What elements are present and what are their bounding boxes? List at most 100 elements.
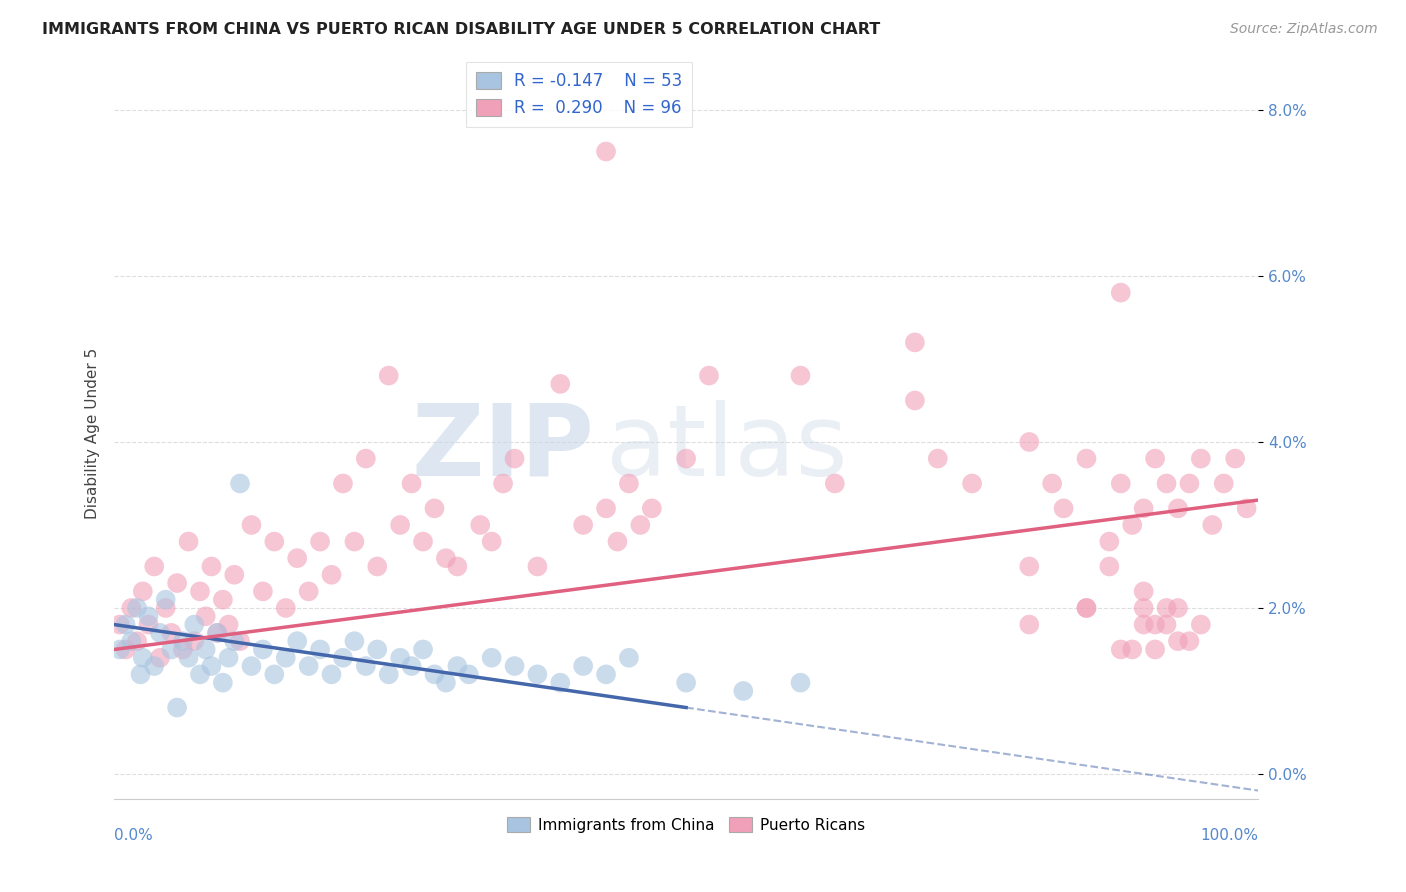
Point bbox=[697, 368, 720, 383]
Point bbox=[354, 451, 377, 466]
Point bbox=[114, 617, 136, 632]
Point bbox=[252, 584, 274, 599]
Point bbox=[1018, 617, 1040, 632]
Point bbox=[606, 534, 628, 549]
Point bbox=[205, 625, 228, 640]
Point bbox=[572, 659, 595, 673]
Point bbox=[252, 642, 274, 657]
Point bbox=[412, 642, 434, 657]
Point bbox=[1132, 501, 1154, 516]
Point bbox=[321, 567, 343, 582]
Point bbox=[1132, 617, 1154, 632]
Point bbox=[366, 642, 388, 657]
Point bbox=[298, 584, 321, 599]
Point bbox=[132, 650, 155, 665]
Point bbox=[229, 634, 252, 648]
Point bbox=[354, 659, 377, 673]
Point bbox=[617, 650, 640, 665]
Point bbox=[1178, 634, 1201, 648]
Point bbox=[1109, 476, 1132, 491]
Point bbox=[188, 667, 211, 681]
Point bbox=[366, 559, 388, 574]
Point bbox=[285, 634, 308, 648]
Legend: Immigrants from China, Puerto Ricans: Immigrants from China, Puerto Ricans bbox=[501, 811, 872, 838]
Point bbox=[177, 534, 200, 549]
Text: ZIP: ZIP bbox=[412, 400, 595, 497]
Point bbox=[457, 667, 479, 681]
Point bbox=[1189, 617, 1212, 632]
Point bbox=[446, 659, 468, 673]
Point bbox=[503, 451, 526, 466]
Point bbox=[595, 667, 617, 681]
Point bbox=[1167, 601, 1189, 615]
Point bbox=[183, 617, 205, 632]
Point bbox=[240, 659, 263, 673]
Text: IMMIGRANTS FROM CHINA VS PUERTO RICAN DISABILITY AGE UNDER 5 CORRELATION CHART: IMMIGRANTS FROM CHINA VS PUERTO RICAN DI… bbox=[42, 22, 880, 37]
Point bbox=[166, 700, 188, 714]
Point bbox=[789, 675, 811, 690]
Point bbox=[138, 617, 160, 632]
Point bbox=[904, 335, 927, 350]
Point bbox=[129, 667, 152, 681]
Point bbox=[595, 501, 617, 516]
Point bbox=[212, 592, 235, 607]
Point bbox=[401, 659, 423, 673]
Point bbox=[550, 376, 572, 391]
Point bbox=[1098, 559, 1121, 574]
Point bbox=[1189, 451, 1212, 466]
Point bbox=[160, 625, 183, 640]
Point bbox=[960, 476, 983, 491]
Point bbox=[446, 559, 468, 574]
Point bbox=[155, 592, 177, 607]
Point bbox=[1156, 476, 1178, 491]
Point bbox=[617, 476, 640, 491]
Point bbox=[332, 476, 354, 491]
Point bbox=[149, 650, 172, 665]
Point bbox=[481, 534, 503, 549]
Point bbox=[166, 576, 188, 591]
Point bbox=[1167, 634, 1189, 648]
Point bbox=[274, 601, 297, 615]
Point bbox=[733, 684, 755, 698]
Point bbox=[927, 451, 949, 466]
Point bbox=[1132, 584, 1154, 599]
Point bbox=[200, 559, 222, 574]
Point bbox=[1156, 601, 1178, 615]
Point bbox=[1076, 601, 1098, 615]
Point bbox=[285, 551, 308, 566]
Text: 100.0%: 100.0% bbox=[1201, 828, 1258, 843]
Point bbox=[194, 609, 217, 624]
Point bbox=[1098, 534, 1121, 549]
Point bbox=[108, 642, 131, 657]
Point bbox=[188, 584, 211, 599]
Point bbox=[1109, 642, 1132, 657]
Point bbox=[526, 559, 548, 574]
Point bbox=[412, 534, 434, 549]
Point bbox=[229, 476, 252, 491]
Point bbox=[143, 559, 166, 574]
Point bbox=[389, 518, 412, 533]
Point bbox=[526, 667, 548, 681]
Point bbox=[172, 642, 194, 657]
Point bbox=[1156, 617, 1178, 632]
Point bbox=[1236, 501, 1258, 516]
Y-axis label: Disability Age Under 5: Disability Age Under 5 bbox=[86, 348, 100, 519]
Point bbox=[309, 642, 332, 657]
Point bbox=[675, 451, 697, 466]
Point bbox=[332, 650, 354, 665]
Point bbox=[183, 634, 205, 648]
Point bbox=[155, 601, 177, 615]
Text: Source: ZipAtlas.com: Source: ZipAtlas.com bbox=[1230, 22, 1378, 37]
Point bbox=[224, 567, 246, 582]
Point bbox=[143, 659, 166, 673]
Point bbox=[321, 667, 343, 681]
Point bbox=[200, 659, 222, 673]
Point bbox=[1212, 476, 1234, 491]
Point bbox=[274, 650, 297, 665]
Point bbox=[1018, 559, 1040, 574]
Point bbox=[389, 650, 412, 665]
Point bbox=[138, 609, 160, 624]
Point bbox=[224, 634, 246, 648]
Point bbox=[1121, 642, 1143, 657]
Point bbox=[1144, 451, 1167, 466]
